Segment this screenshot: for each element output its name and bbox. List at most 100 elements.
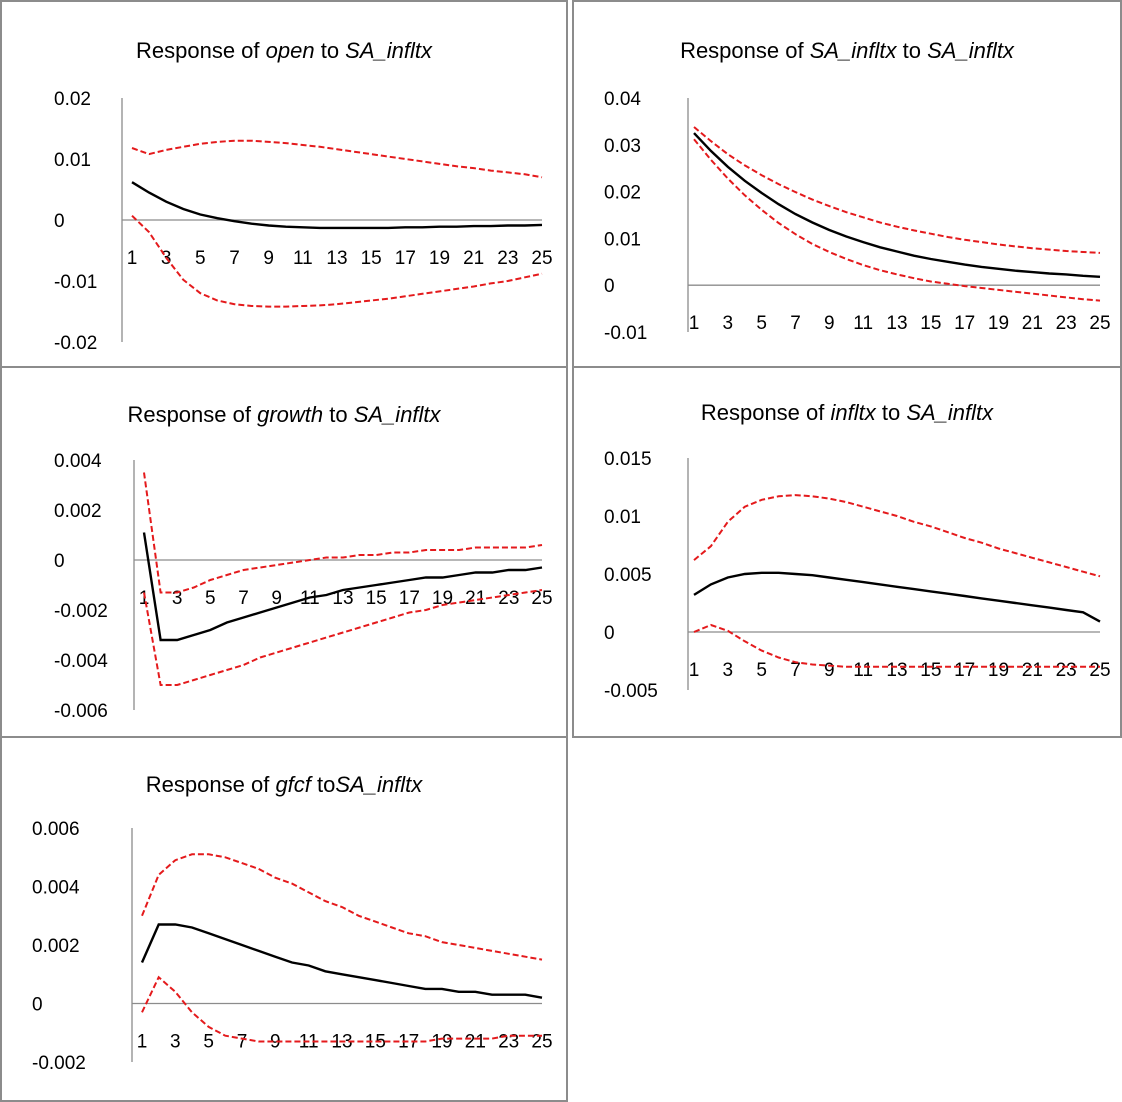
- y-tick-label: 0: [32, 995, 43, 1016]
- x-tick-label: 21: [463, 248, 484, 269]
- chart-title: Response of infltx to SA_infltx: [574, 400, 1120, 426]
- x-tick-label: 5: [756, 660, 767, 681]
- title-connector: to: [896, 38, 928, 63]
- title-connector: to: [323, 402, 354, 427]
- lower-bound-line: [131, 214, 543, 308]
- y-tick-label: 0.004: [54, 451, 102, 472]
- x-tick-label: 3: [170, 1032, 181, 1053]
- x-tick-label: 13: [326, 248, 347, 269]
- title-response-variable: growth: [257, 402, 324, 427]
- x-tick-label: 5: [203, 1032, 214, 1053]
- x-tick-label: 17: [399, 588, 420, 609]
- y-tick-label: -0.002: [32, 1053, 86, 1074]
- title-prefix: Response of: [136, 38, 266, 63]
- x-tick-label: 15: [361, 248, 382, 269]
- y-tick-label: 0.002: [54, 501, 102, 522]
- x-tick-label: 19: [432, 588, 453, 609]
- x-tick-label: 23: [497, 248, 518, 269]
- chart-panel-gfcf: Response of gfcf toSA_infltx 0.006 0.004 0…: [0, 736, 568, 1102]
- x-tick-label: 9: [824, 660, 835, 681]
- title-shock-variable: SA_infltx: [345, 38, 432, 63]
- y-tick-label: 0.03: [604, 136, 641, 157]
- x-tick-label: 9: [263, 248, 274, 269]
- x-tick-label: 13: [332, 588, 353, 609]
- chart-title: Response of growth to SA_infltx: [2, 402, 566, 428]
- title-response-variable: gfcf: [275, 772, 311, 797]
- x-tick-label: 21: [465, 588, 486, 609]
- lower-bound-line: [693, 138, 1101, 302]
- chart-title: Response of gfcf toSA_infltx: [2, 772, 566, 798]
- y-tick-label: -0.002: [54, 601, 108, 622]
- y-tick-label: -0.01: [604, 323, 647, 344]
- response-line: [131, 181, 543, 230]
- title-connector: to: [314, 38, 346, 63]
- x-tick-label: 25: [1089, 660, 1110, 681]
- upper-bound-line: [693, 494, 1101, 578]
- title-prefix: Response of: [700, 400, 831, 425]
- x-tick-label: 13: [886, 313, 907, 334]
- x-tick-label: 17: [395, 248, 416, 269]
- response-line: [693, 132, 1101, 278]
- x-tick-label: 1: [127, 248, 138, 269]
- x-tick-label: 25: [531, 1032, 552, 1053]
- x-tick-label: 7: [237, 1032, 248, 1053]
- x-tick-label: 19: [431, 1032, 452, 1053]
- x-tick-label: 17: [398, 1032, 419, 1053]
- x-tick-label: 1: [689, 313, 700, 334]
- irf-plot: 0.020.010-0.01-0.021 3 5 7 9 11 13 15 17 19 21 23 25: [54, 89, 553, 354]
- x-tick-label: 9: [824, 313, 835, 334]
- title-shock-variable: SA_infltx: [927, 38, 1014, 63]
- response-line: [142, 532, 543, 642]
- x-tick-label: 19: [988, 660, 1009, 681]
- y-tick-label: -0.004: [54, 651, 108, 672]
- title-shock-variable: SA_infltx: [353, 402, 441, 427]
- x-tick-label: 3: [172, 588, 183, 609]
- title-connector: to: [875, 400, 907, 425]
- upper-bound-line: [143, 472, 543, 594]
- x-tick-label: 11: [853, 313, 873, 334]
- x-tick-label: 21: [1022, 660, 1043, 681]
- x-tick-label: 7: [238, 588, 249, 609]
- lower-bound-line: [141, 975, 542, 1043]
- chart-title: Response of open to SA_infltx: [2, 38, 566, 64]
- title-response-variable: open: [265, 38, 315, 63]
- irf-plot: 0.040.030.020.010-0.01 1 3 5 7 9 11 13 15 17 19 21 2…: [604, 89, 1111, 344]
- title-prefix: Response of: [680, 38, 810, 63]
- y-tick-label: -0.006: [54, 701, 108, 722]
- y-tick-label: 0.01: [54, 150, 91, 171]
- x-tick-label: 5: [756, 313, 767, 334]
- x-tick-label: 7: [229, 248, 240, 269]
- x-tick-label: 19: [988, 313, 1009, 334]
- x-tick-label: 7: [790, 660, 801, 681]
- x-tick-label: 11: [853, 660, 873, 681]
- y-tick-label: -0.005: [604, 681, 658, 702]
- title-prefix: Response of: [127, 402, 258, 427]
- x-tick-label: 25: [531, 248, 552, 269]
- lower-bound-line: [143, 589, 543, 686]
- y-tick-label: 0: [604, 276, 615, 297]
- x-tick-label: 11: [293, 248, 313, 269]
- x-tick-label: 5: [195, 248, 206, 269]
- y-tick-label: 0.005: [604, 565, 652, 586]
- x-tick-label: 19: [429, 248, 450, 269]
- x-tick-label: 5: [205, 588, 216, 609]
- lower-bound-line: [693, 623, 1100, 668]
- x-tick-label: 3: [723, 313, 734, 334]
- chart-panel-infltx: Response of infltx to SA_infltx 0.015 0.0…: [572, 366, 1122, 738]
- y-tick-label: 0.01: [604, 229, 641, 250]
- chart-panel-growth: Response of growth to SA_infltx 0.004 0.0…: [0, 366, 568, 738]
- y-tick-label: 0: [54, 211, 65, 232]
- x-tick-label: 7: [790, 313, 801, 334]
- x-tick-label: 21: [1022, 313, 1043, 334]
- title-connector: to: [310, 772, 336, 797]
- y-tick-label: -0.01: [54, 272, 97, 293]
- x-tick-label: 21: [465, 1032, 486, 1053]
- x-tick-label: 25: [1089, 313, 1110, 334]
- x-tick-label: 13: [886, 660, 907, 681]
- response-line: [140, 923, 543, 999]
- y-tick-label: 0: [604, 623, 615, 644]
- chart-title: Response of SA_infltx to SA_infltx: [574, 38, 1120, 64]
